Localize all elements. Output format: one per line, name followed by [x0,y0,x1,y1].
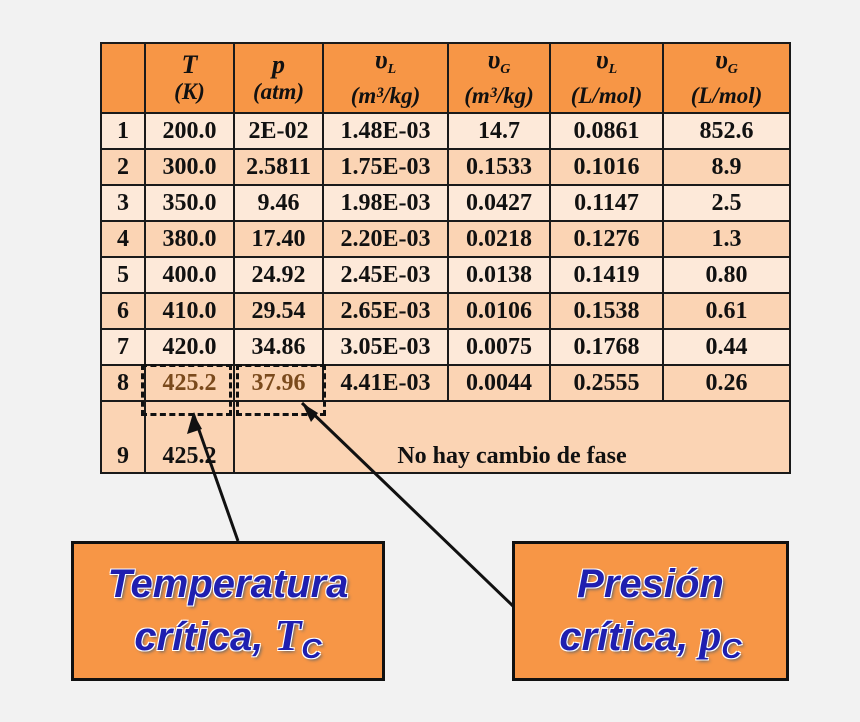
no-phase-change-note: No hay cambio de fase [233,400,791,474]
table-cell-vl-mass: 2.20E-03 [322,220,449,258]
table-row: 8 425.2 37.96 4.41E-03 0.0044 0.2555 0.26 [100,364,791,402]
table-cell-pressure: 2.5811 [233,148,324,186]
table-cell-vg-molar: 0.80 [662,256,791,294]
table-cell-vg-molar: 8.9 [662,148,791,186]
table-cell-vg-molar: 2.5 [662,184,791,222]
arrow-to-temperature [191,412,240,542]
arrowhead-temperature [187,413,202,434]
table-cell-vl-mass: 3.05E-03 [322,328,449,366]
table-cell-vg-molar: 0.26 [662,364,791,402]
table-cell-temperature: 400.0 [144,256,235,294]
table-cell-vl-molar: 0.1016 [549,148,664,186]
table-cell-vl-mass: 1.48E-03 [322,112,449,150]
table-cell-index: 6 [100,292,146,330]
header-vg-mass: υG (m³/kg) [447,42,551,114]
table-cell-index: 5 [100,256,146,294]
table-cell-vl-molar: 0.1768 [549,328,664,366]
table-cell-temperature: 410.0 [144,292,235,330]
header-vl-molar: υL (L/mol) [549,42,664,114]
callout-temperature-line2: crítica, [134,615,264,659]
table-cell-vg-mass: 0.0218 [447,220,551,258]
table-row: 2 300.0 2.5811 1.75E-03 0.1533 0.1016 8.9 [100,148,791,186]
arrowhead-pressure [302,403,318,422]
callout-temperature-symbol: T [274,611,302,660]
table-cell-vg-mass: 14.7 [447,112,551,150]
table-row: 3 350.0 9.46 1.98E-03 0.0427 0.1147 2.5 [100,184,791,222]
table-body: 1 200.0 2E-02 1.48E-03 14.7 0.0861 852.6 2 300.0… [100,112,791,474]
table-cell-vl-molar: 0.1276 [549,220,664,258]
critical-pressure-callout: Presión crítica, pC [512,541,789,681]
table-cell-vg-mass: 0.0075 [447,328,551,366]
table-row: 7 420.0 34.86 3.05E-03 0.0075 0.1768 0.44 [100,328,791,366]
table-cell-vg-molar: 1.3 [662,220,791,258]
table-cell-index: 7 [100,328,146,366]
table-cell-vg-mass: 0.0106 [447,292,551,330]
table-cell-vl-mass: 1.98E-03 [322,184,449,222]
callout-temperature-line1: Temperatura [107,562,349,606]
table-row: 4 380.0 17.40 2.20E-03 0.0218 0.1276 1.3 [100,220,791,258]
header-vg-molar: υG (L/mol) [662,42,791,114]
table-cell-pressure: 9.46 [233,184,324,222]
table-cell-vl-mass: 4.41E-03 [322,364,449,402]
table-row: 1 200.0 2E-02 1.48E-03 14.7 0.0861 852.6 [100,112,791,150]
header-vl-mass: υL (m³/kg) [322,42,449,114]
arrow-to-pressure [300,401,516,609]
table-cell-vg-molar: 0.61 [662,292,791,330]
table-cell-vg-mass: 0.0138 [447,256,551,294]
table-row: 6 410.0 29.54 2.65E-03 0.0106 0.1538 0.61 [100,292,791,330]
table-cell-vg-mass: 0.0044 [447,364,551,402]
table-cell-index: 8 [100,364,146,402]
table-cell-temperature: 200.0 [144,112,235,150]
table-cell-vg-mass: 0.0427 [447,184,551,222]
table-cell-pressure: 17.40 [233,220,324,258]
header-temperature: T (K) [144,42,235,114]
table-cell-vg-mass: 0.1533 [447,148,551,186]
callout-pressure-sub: C [721,633,742,664]
critical-temperature-callout: Temperatura crítica, TC [71,541,385,681]
table-cell-vl-molar: 0.2555 [549,364,664,402]
table-cell-vg-molar: 0.44 [662,328,791,366]
table-cell-pressure: 24.92 [233,256,324,294]
table-cell-pressure: 2E-02 [233,112,324,150]
callout-pressure-line2: crítica, [559,615,689,659]
table-cell-vl-molar: 0.1147 [549,184,664,222]
table-cell-vl-molar: 0.1419 [549,256,664,294]
table-cell-pressure: 37.96 [233,364,324,402]
table-cell-index: 9 [100,400,146,474]
table-cell-temperature: 350.0 [144,184,235,222]
data-table: T (K) p (atm) υL (m³/kg) υG (m³/kg) υL (… [100,42,791,474]
table-cell-temperature: 380.0 [144,220,235,258]
table-cell-index: 1 [100,112,146,150]
table-cell-temperature: 425.2 [144,364,235,402]
table-cell-vl-molar: 0.1538 [549,292,664,330]
header-row: T (K) p (atm) υL (m³/kg) υG (m³/kg) υL (… [100,42,791,114]
table-cell-vl-molar: 0.0861 [549,112,664,150]
callout-temperature-sub: C [301,633,322,664]
table-cell-pressure: 29.54 [233,292,324,330]
table-cell-pressure: 34.86 [233,328,324,366]
table-cell-vl-mass: 2.45E-03 [322,256,449,294]
header-pressure: p (atm) [233,42,324,114]
table-cell-index: 3 [100,184,146,222]
table-cell-vl-mass: 1.75E-03 [322,148,449,186]
callout-pressure-symbol: p [699,611,722,660]
callout-pressure-line1: Presión [577,562,724,606]
table-cell-temperature: 300.0 [144,148,235,186]
table-cell-index: 4 [100,220,146,258]
table-cell-vg-molar: 852.6 [662,112,791,150]
table-row-no-phase-change: 9 425.2 No hay cambio de fase [100,400,791,474]
critical-temperature-highlight [141,364,232,416]
table-cell-vl-mass: 2.65E-03 [322,292,449,330]
table-cell-temperature: 420.0 [144,328,235,366]
header-index [100,42,146,114]
critical-pressure-highlight [236,364,326,416]
table-cell-index: 2 [100,148,146,186]
table-row: 5 400.0 24.92 2.45E-03 0.0138 0.1419 0.80 [100,256,791,294]
